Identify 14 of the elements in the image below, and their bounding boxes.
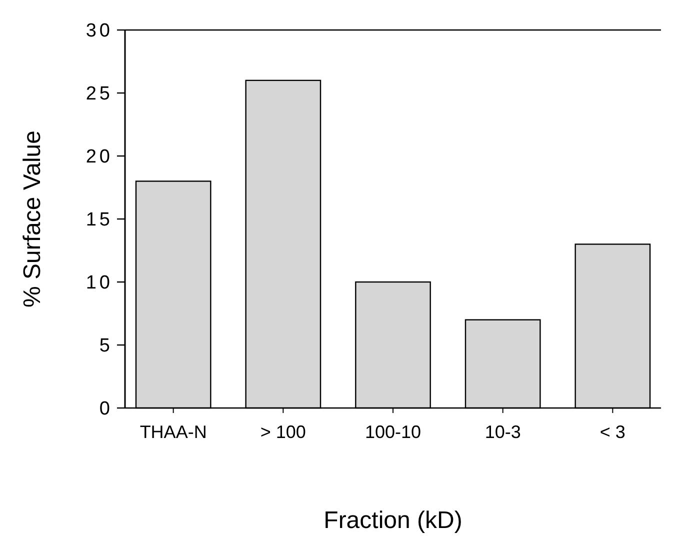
x-tick-label: > 100 bbox=[260, 422, 306, 442]
y-tick-label: 30 bbox=[86, 20, 113, 42]
x-axis-title: Fraction (kD) bbox=[324, 507, 462, 534]
y-tick-label: 25 bbox=[86, 84, 113, 105]
x-tick-label: THAA-N bbox=[140, 422, 207, 442]
x-tick-label: < 3 bbox=[600, 422, 626, 442]
y-tick-label: 15 bbox=[86, 210, 113, 231]
x-tick-label: 10-3 bbox=[484, 422, 521, 442]
y-tick-label: 5 bbox=[99, 336, 113, 357]
y-axis-title: % Surface Value bbox=[19, 130, 46, 308]
y-tick-label: 0 bbox=[99, 398, 113, 420]
y-tick-label: 10 bbox=[86, 272, 113, 294]
x-tick-label: 100-10 bbox=[364, 422, 422, 442]
y-tick-label: 20 bbox=[86, 146, 113, 168]
